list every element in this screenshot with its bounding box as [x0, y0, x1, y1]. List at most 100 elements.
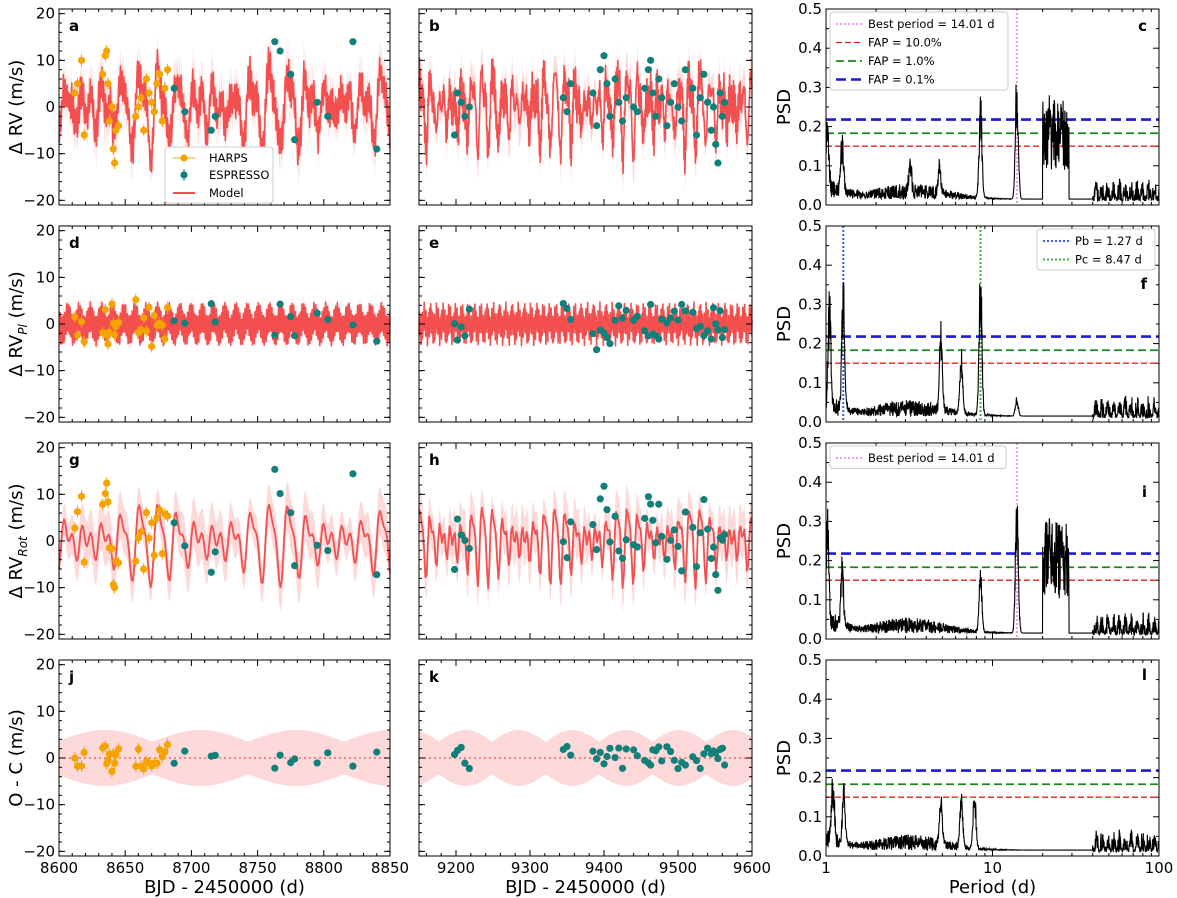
espresso-point	[681, 66, 690, 74]
espresso-point	[567, 751, 575, 759]
panel-label: l	[1142, 666, 1147, 684]
espresso-point	[461, 759, 469, 767]
espresso-point	[716, 89, 724, 97]
espresso-point	[670, 307, 678, 315]
y-label-subscript: Pl	[16, 323, 30, 334]
harps-point	[158, 117, 166, 125]
harps-point	[77, 56, 86, 64]
y-label-unit: (m/s)	[6, 709, 27, 762]
espresso-point	[709, 543, 718, 551]
espresso-point	[704, 327, 712, 335]
espresso-point	[465, 544, 473, 553]
psd-y-tick-label: 0.3	[798, 78, 822, 96]
espresso-point	[644, 493, 653, 501]
harps-point	[140, 565, 148, 573]
espresso-point	[622, 536, 630, 544]
harps-point	[140, 126, 148, 134]
espresso-point	[589, 89, 597, 97]
legend-label: FAP = 10.0%	[868, 36, 942, 50]
y-label-main: Δ RV	[6, 112, 27, 155]
x-axis-label-left: BJD - 2450000 (d)	[144, 877, 305, 898]
espresso-point	[563, 304, 571, 313]
espresso-point	[593, 755, 601, 763]
espresso-point	[600, 52, 608, 60]
harps-point	[108, 103, 116, 111]
espresso-point	[603, 506, 611, 514]
espresso-point	[287, 70, 295, 78]
psd-curve-2	[825, 505, 1160, 637]
psd-y-tick-label: 0.2	[798, 769, 822, 787]
legend-label: FAP = 1.0%	[868, 54, 935, 68]
espresso-point	[457, 531, 465, 539]
harps-point	[104, 340, 112, 348]
espresso-point	[618, 764, 627, 772]
espresso-point	[714, 586, 722, 594]
espresso-point	[641, 84, 649, 92]
harps-point	[109, 145, 117, 153]
espresso-point	[707, 554, 715, 563]
row-y-label: O - C (m/s)	[6, 709, 27, 806]
harps-point	[111, 759, 119, 767]
psd-y-tick-label: 0.2	[798, 335, 822, 353]
espresso-point	[457, 323, 465, 331]
espresso-point	[593, 122, 601, 130]
harps-point	[142, 509, 150, 517]
y-tick-label: −10	[23, 362, 55, 380]
espresso-point	[181, 542, 189, 550]
espresso-point	[611, 512, 619, 520]
model-curve-1-0	[58, 301, 391, 347]
espresso-point	[633, 108, 641, 116]
espresso-point	[349, 321, 357, 329]
harps-point	[148, 342, 156, 351]
espresso-point	[667, 536, 675, 544]
x-axis-label-right: Period (d)	[949, 877, 1036, 898]
harps-point	[161, 84, 169, 92]
espresso-point	[721, 98, 729, 106]
harps-point	[71, 754, 79, 762]
espresso-point	[313, 309, 321, 317]
x-axis-label-middle: BJD - 2450000 (d)	[505, 877, 666, 898]
panel-label: h	[429, 451, 440, 469]
psd-y-tick-label: 0.0	[798, 847, 822, 865]
psd-y-tick-label: 0.3	[798, 729, 822, 747]
espresso-point	[349, 762, 357, 770]
y-tick-label: 20	[36, 222, 55, 240]
harps-point	[103, 47, 111, 55]
legend-label: Best period = 14.01 d	[868, 451, 995, 465]
espresso-point	[596, 66, 604, 74]
espresso-point	[707, 126, 715, 134]
espresso-point	[667, 98, 675, 106]
espresso-point	[606, 339, 614, 348]
espresso-point	[291, 562, 299, 570]
espresso-point	[689, 523, 697, 531]
psd-y-label: PSD	[774, 523, 795, 559]
espresso-point	[721, 761, 729, 769]
psd-y-tick-label: 0.2	[798, 118, 822, 136]
psd-y-tick-label: 0.5	[798, 434, 822, 452]
psd-y-tick-label: 0.0	[798, 413, 822, 431]
model-curve-0-1	[418, 56, 753, 175]
x-tick-label: 8650	[106, 859, 144, 877]
psd-legend-box	[1036, 228, 1156, 271]
psd-y-tick-label: 0.3	[798, 512, 822, 530]
espresso-point	[709, 304, 718, 312]
harps-point	[153, 759, 161, 767]
espresso-point	[670, 80, 678, 88]
harps-point	[150, 551, 158, 559]
espresso-point	[709, 103, 718, 111]
espresso-point	[373, 748, 381, 756]
harps-point	[112, 751, 120, 759]
harps-point	[145, 534, 153, 542]
espresso-point	[692, 756, 701, 765]
espresso-point	[559, 94, 567, 102]
harps-point	[163, 66, 172, 74]
x-tick-label: 8750	[239, 859, 277, 877]
psd-y-label: PSD	[774, 306, 795, 342]
legend-label: Best period = 14.01 d	[868, 17, 995, 31]
espresso-point	[170, 519, 178, 527]
harps-point	[101, 305, 109, 314]
harps-point	[132, 762, 140, 770]
espresso-point	[324, 546, 332, 555]
espresso-point	[313, 759, 321, 767]
espresso-point	[696, 764, 704, 772]
